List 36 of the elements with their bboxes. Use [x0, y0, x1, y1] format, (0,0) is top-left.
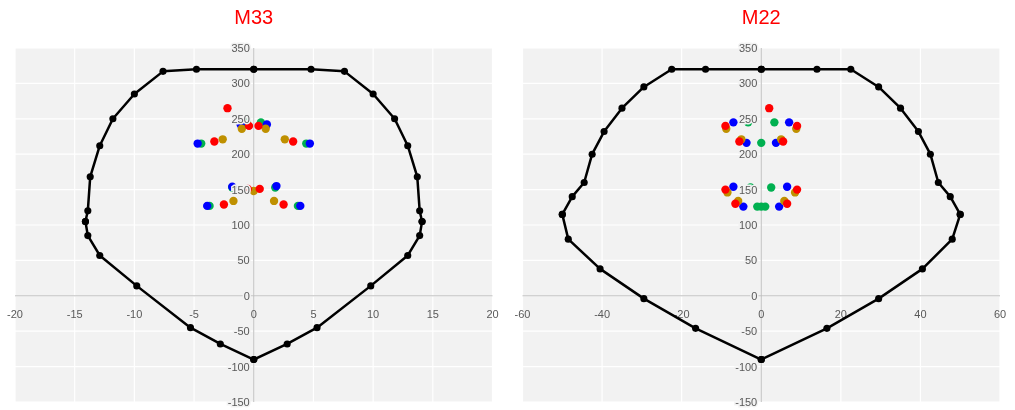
- y-tick-label: -100: [735, 360, 758, 373]
- x-tick-label: -15: [66, 307, 83, 320]
- y-tick-label: -150: [735, 396, 758, 408]
- y-tick-label: 300: [231, 77, 250, 90]
- y-tick-label: 250: [738, 112, 758, 125]
- x-tick-label: 5: [310, 307, 317, 320]
- y-tick-label: -100: [227, 360, 250, 373]
- y-tick-label: 0: [751, 289, 758, 302]
- x-tick-label: 15: [426, 307, 439, 320]
- x-tick-label: -20: [673, 307, 690, 320]
- y-tick-label: 350: [738, 42, 758, 54]
- chart-title: M22: [741, 6, 781, 28]
- y-tick-label: -50: [741, 325, 758, 338]
- y-tick-label: 50: [237, 254, 250, 267]
- y-tick-label: 200: [738, 148, 758, 161]
- y-tick-label: -150: [227, 396, 250, 408]
- y-tick-label: 300: [738, 77, 758, 90]
- chart-title: M33: [234, 6, 274, 28]
- y-tick-label: 100: [231, 219, 250, 231]
- x-tick-label: 20: [486, 307, 499, 320]
- x-tick-label: 40: [914, 307, 927, 320]
- x-tick-label: -10: [126, 307, 143, 320]
- x-tick-label: -20: [7, 307, 23, 320]
- y-tick-label: 350: [231, 42, 250, 54]
- x-tick-label: 10: [367, 307, 380, 320]
- y-tick-label: 0: [243, 289, 250, 302]
- x-tick-label: -60: [514, 307, 531, 320]
- y-tick-label: 100: [738, 219, 758, 231]
- y-tick-label: 50: [745, 254, 758, 267]
- x-tick-label: 60: [993, 307, 1007, 320]
- y-tick-label: -50: [233, 325, 250, 338]
- x-tick-label: 20: [834, 307, 847, 320]
- x-tick-label: -40: [594, 307, 611, 320]
- y-tick-label: 200: [231, 148, 250, 161]
- y-tick-label: 150: [738, 183, 758, 196]
- x-tick-label: -5: [189, 307, 199, 320]
